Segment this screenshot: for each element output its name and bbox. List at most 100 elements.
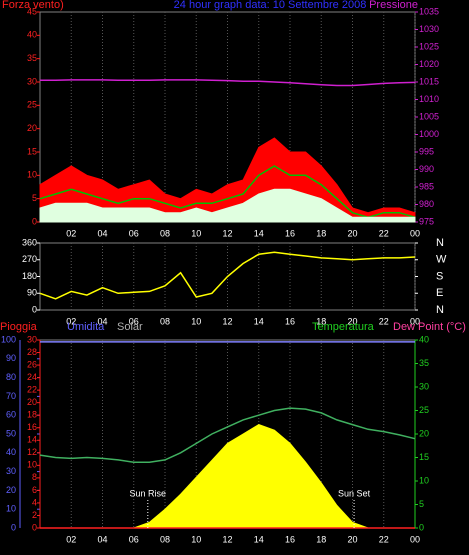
y-tick-label: 40 bbox=[27, 30, 37, 40]
x-tick-label: 02 bbox=[66, 534, 76, 544]
x-tick-label: 04 bbox=[97, 228, 107, 238]
y3-tick-label: 20 bbox=[27, 397, 37, 407]
x-tick-label: 00 bbox=[410, 228, 420, 238]
area bbox=[40, 424, 415, 529]
y-tick-label: 100 bbox=[1, 334, 16, 344]
x-tick-label: 08 bbox=[160, 228, 170, 238]
y3-tick-label: 24 bbox=[27, 372, 37, 382]
y-tick-label: 0 bbox=[32, 216, 37, 226]
y-tick-label: 40 bbox=[6, 447, 16, 457]
x-tick-label: 12 bbox=[222, 316, 232, 326]
x-tick-label: 06 bbox=[129, 534, 139, 544]
y-tick-label: 90 bbox=[27, 288, 37, 298]
x-tick-label: 02 bbox=[66, 228, 76, 238]
x-tick-label: 18 bbox=[316, 228, 326, 238]
line bbox=[39, 251, 416, 300]
y-tick-label: 180 bbox=[22, 271, 37, 281]
x-tick-label: 22 bbox=[379, 534, 389, 544]
y2-tick-label: 20 bbox=[419, 428, 429, 438]
y2-tick-label: 25 bbox=[419, 405, 429, 415]
y-tick-label: 15 bbox=[27, 146, 37, 156]
y2-tick-label: 1010 bbox=[419, 94, 439, 104]
y3-tick-label: 14 bbox=[27, 435, 37, 445]
left-label: Forza vento) bbox=[2, 0, 64, 11]
y2-tick-label: 1020 bbox=[419, 59, 439, 69]
y3-tick-label: 12 bbox=[27, 447, 37, 457]
y2-tick-label: 1000 bbox=[419, 129, 439, 139]
y2-tick-label: 0 bbox=[419, 522, 424, 532]
y3-tick-label: 26 bbox=[27, 359, 37, 369]
x-tick-label: 14 bbox=[254, 316, 264, 326]
y-tick-label: 30 bbox=[6, 466, 16, 476]
y2-tick-label: E bbox=[436, 287, 443, 299]
y-tick-label: 360 bbox=[22, 237, 37, 247]
x-tick-label: 16 bbox=[285, 534, 295, 544]
y2-tick-label: N bbox=[436, 237, 444, 249]
y2-tick-label: 40 bbox=[419, 334, 429, 344]
x-tick-label: 10 bbox=[191, 534, 201, 544]
x-tick-label: 20 bbox=[347, 534, 357, 544]
x-tick-label: 00 bbox=[410, 316, 420, 326]
x-tick-label: 02 bbox=[66, 316, 76, 326]
y-tick-label: 60 bbox=[6, 410, 16, 420]
legend-label: Temperatura bbox=[312, 321, 375, 333]
line bbox=[39, 407, 416, 463]
y2-tick-label: 5 bbox=[419, 499, 424, 509]
x-tick-label: 00 bbox=[410, 534, 420, 544]
y3-tick-label: 0 bbox=[32, 522, 37, 532]
y3-tick-label: 30 bbox=[27, 334, 37, 344]
y-tick-label: 90 bbox=[6, 353, 16, 363]
y-tick-label: 5 bbox=[32, 193, 37, 203]
y2-tick-label: 980 bbox=[419, 199, 434, 209]
y-tick-label: 0 bbox=[11, 522, 16, 532]
x-tick-label: 12 bbox=[222, 534, 232, 544]
y2-tick-label: 10 bbox=[419, 475, 429, 485]
y2-tick-label: 1005 bbox=[419, 111, 439, 121]
y2-tick-label: 990 bbox=[419, 164, 434, 174]
right-label: Pressione bbox=[369, 0, 418, 11]
legend-label: Pioggia bbox=[0, 321, 38, 333]
annotation: Sun Set bbox=[338, 488, 371, 498]
y-tick-label: 25 bbox=[27, 100, 37, 110]
y3-tick-label: 2 bbox=[32, 510, 37, 520]
y-tick-label: 50 bbox=[6, 428, 16, 438]
y2-tick-label: 985 bbox=[419, 181, 434, 191]
x-tick-label: 06 bbox=[129, 228, 139, 238]
y3-tick-label: 10 bbox=[27, 460, 37, 470]
y2-tick-label: 35 bbox=[419, 358, 429, 368]
x-tick-label: 22 bbox=[379, 316, 389, 326]
y3-tick-label: 6 bbox=[32, 485, 37, 495]
x-tick-label: 04 bbox=[97, 534, 107, 544]
x-tick-label: 16 bbox=[285, 316, 295, 326]
x-tick-label: 16 bbox=[285, 228, 295, 238]
y3-tick-label: 16 bbox=[27, 422, 37, 432]
y2-tick-label: W bbox=[436, 254, 447, 266]
y-tick-label: 10 bbox=[6, 504, 16, 514]
x-tick-label: 22 bbox=[379, 228, 389, 238]
chart-title: 24 hour graph data: 10 Settembre 2008 bbox=[174, 0, 367, 11]
y-tick-label: 0 bbox=[32, 304, 37, 314]
y3-tick-label: 4 bbox=[32, 497, 37, 507]
y3-tick-label: 8 bbox=[32, 472, 37, 482]
y2-tick-label: 995 bbox=[419, 146, 434, 156]
line bbox=[39, 165, 416, 219]
x-tick-label: 04 bbox=[97, 316, 107, 326]
y2-tick-label: 30 bbox=[419, 381, 429, 391]
x-tick-label: 14 bbox=[254, 228, 264, 238]
legend-label: Dew Point (°C) bbox=[393, 321, 466, 333]
y-tick-label: 45 bbox=[27, 6, 37, 16]
y2-tick-label: 15 bbox=[419, 452, 429, 462]
x-tick-label: 08 bbox=[160, 534, 170, 544]
y2-tick-label: 1025 bbox=[419, 41, 439, 51]
x-tick-label: 10 bbox=[191, 228, 201, 238]
y-tick-label: 10 bbox=[27, 170, 37, 180]
legend-label: Solar bbox=[117, 321, 143, 333]
y2-tick-label: 1035 bbox=[419, 6, 439, 16]
y2-tick-label: 1030 bbox=[419, 24, 439, 34]
y3-tick-label: 28 bbox=[27, 347, 37, 357]
y-tick-label: 70 bbox=[6, 391, 16, 401]
y-tick-label: 80 bbox=[6, 372, 16, 382]
x-tick-label: 06 bbox=[129, 316, 139, 326]
